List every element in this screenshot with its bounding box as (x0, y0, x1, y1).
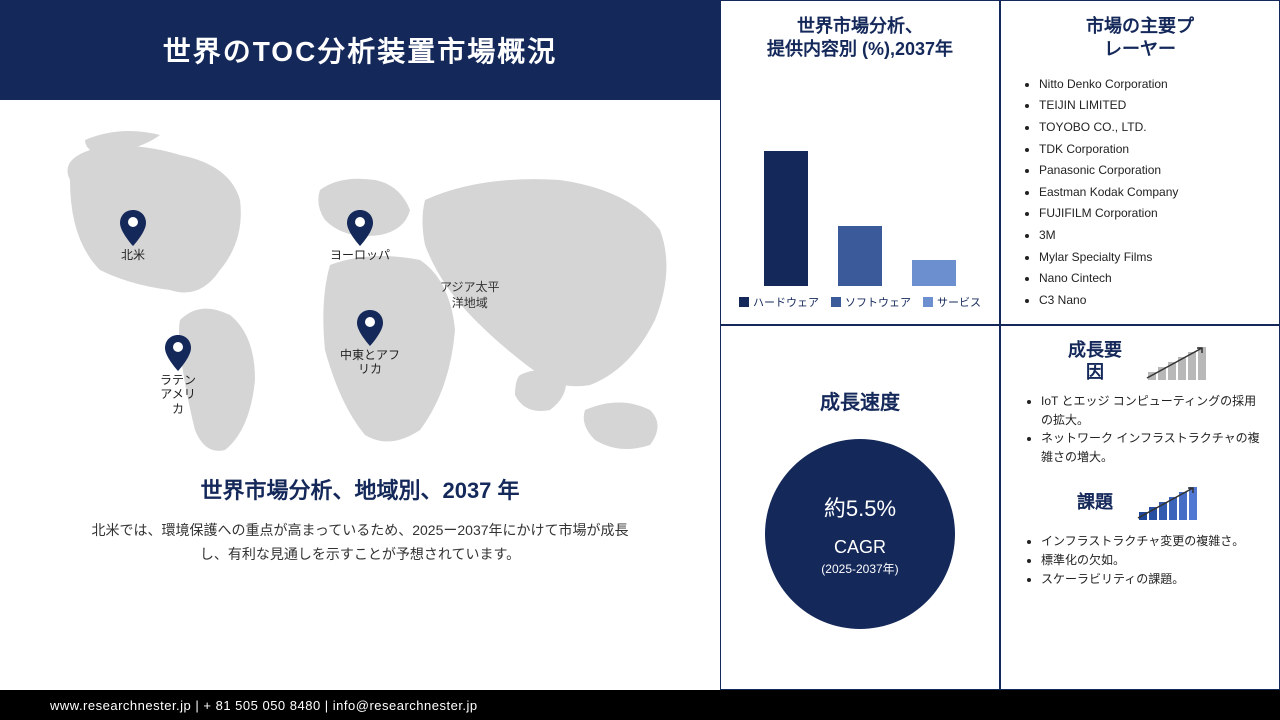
bar-value-label: 770.0 (771, 110, 801, 124)
footer-bar: www.researchnester.jp | + 81 505 050 848… (0, 690, 1280, 720)
player-item-7: 3M (1039, 225, 1263, 247)
map-label-eu: ヨーロッパ (330, 248, 390, 262)
challenges-list: インフラストラクチャ変更の複雑さ。標準化の欠如。スケーラビリティの課題。 (1017, 532, 1263, 588)
player-item-8: Mylar Specialty Films (1039, 247, 1263, 269)
bar-rect-0 (764, 151, 808, 286)
growth-factors-title: 成長要因 (1068, 340, 1122, 383)
legend-label-2: サービス (937, 294, 981, 310)
growth-panel: 成長速度 約5.5% CAGR (2025-2037年) (720, 325, 1000, 690)
legend-label-1: ソフトウェア (845, 294, 911, 310)
challenges-title: 課題 (1077, 492, 1113, 514)
challenge-mini-chart-icon (1133, 480, 1203, 524)
player-item-10: C3 Nano (1039, 290, 1263, 312)
map-analysis-desc: 北米では、環境保護への重点が高まっているため、2025ー2037年にかけて市場が… (30, 505, 690, 567)
bar-0 (764, 151, 808, 286)
growth-challenge-panel: 成長要因 IoT とエッジ コンピューティングの採用の拡大。ネットワーク インフ… (1000, 325, 1280, 690)
growth-rate: 約5.5% (824, 491, 896, 523)
map-label-apac: アジア太平洋地域 (440, 280, 500, 311)
legend-swatch-2 (923, 297, 933, 307)
world-map (30, 120, 690, 460)
bar-rect-2 (912, 260, 956, 286)
legend-swatch-0 (739, 297, 749, 307)
growth-factors-head: 成長要因 (1017, 340, 1263, 384)
players-title: 市場の主要プレーヤー (1017, 15, 1263, 62)
player-item-6: FUJIFILM Corporation (1039, 203, 1263, 225)
challenges-head: 課題 (1017, 480, 1263, 524)
legend-item-0: ハードウェア (739, 294, 819, 310)
player-item-4: Panasonic Corporation (1039, 160, 1263, 182)
challenge-item-1: 標準化の欠如。 (1041, 551, 1263, 570)
legend-swatch-1 (831, 297, 841, 307)
map-label-mea: 中東とアフリカ (340, 348, 400, 377)
player-item-0: Nitto Denko Corporation (1039, 74, 1263, 96)
player-item-1: TEIJIN LIMITED (1039, 95, 1263, 117)
bar-chart: 770.0 (737, 62, 983, 294)
map-pin-na: 北米 (120, 210, 146, 262)
bar-1 (838, 226, 882, 286)
world-map-area: 北米ラテンアメリカ ヨーロッパ中東とアフリカ アジア太平洋地域 世界市場分析、地域別… (0, 100, 720, 690)
player-item-3: TDK Corporation (1039, 139, 1263, 161)
growth-title: 成長速度 (820, 386, 900, 415)
main-title: 世界のTOC分析装置市場概況 (0, 0, 720, 100)
player-item-9: Nano Cintech (1039, 268, 1263, 290)
chart-panel: 世界市場分析、提供内容別 (%),2037年 770.0 ハードウェア ソフトウェ… (720, 0, 1000, 325)
bar-rect-1 (838, 226, 882, 286)
challenge-item-0: インフラストラクチャ変更の複雑さ。 (1041, 532, 1263, 551)
growth-factors-list: IoT とエッジ コンピューティングの採用の拡大。ネットワーク インフラストラク… (1017, 392, 1263, 466)
challenge-item-2: スケーラビリティの課題。 (1041, 570, 1263, 589)
players-panel: 市場の主要プレーヤー Nitto Denko CorporationTEIJIN… (1000, 0, 1280, 325)
legend-item-1: ソフトウェア (831, 294, 911, 310)
players-list: Nitto Denko CorporationTEIJIN LIMITEDTOY… (1017, 74, 1263, 312)
player-item-2: TOYOBO CO., LTD. (1039, 117, 1263, 139)
legend-label-0: ハードウェア (753, 294, 819, 310)
chart-title: 世界市場分析、提供内容別 (%),2037年 (737, 15, 983, 62)
growth-factor-1: ネットワーク インフラストラクチャの複雑さの増大。 (1041, 429, 1263, 466)
map-pin-mea: 中東とアフリカ (340, 310, 400, 377)
map-analysis-title: 世界市場分析、地域別、2037 年 (30, 473, 690, 505)
legend-item-2: サービス (923, 294, 981, 310)
map-label-na: 北米 (121, 248, 145, 262)
bar-2 (912, 260, 956, 286)
growth-factor-0: IoT とエッジ コンピューティングの採用の拡大。 (1041, 392, 1263, 429)
growth-years: (2025-2037年) (821, 560, 898, 577)
page-root: 世界のTOC分析装置市場概況 北米ラテンアメリカ ヨーロッパ中東とアフリカ アジア太… (0, 0, 1280, 720)
growth-cagr: CAGR (834, 537, 886, 558)
left-column: 世界のTOC分析装置市場概況 北米ラテンアメリカ ヨーロッパ中東とアフリカ アジア太… (0, 0, 720, 690)
player-item-5: Eastman Kodak Company (1039, 182, 1263, 204)
map-pin-la: ラテンアメリカ (160, 335, 196, 416)
map-label-la: ラテンアメリカ (160, 373, 196, 416)
map-pin-eu: ヨーロッパ (330, 210, 390, 262)
growth-mini-chart-icon (1142, 340, 1212, 384)
growth-circle: 約5.5% CAGR (2025-2037年) (765, 439, 955, 629)
chart-legend: ハードウェア ソフトウェア サービス (737, 294, 983, 310)
